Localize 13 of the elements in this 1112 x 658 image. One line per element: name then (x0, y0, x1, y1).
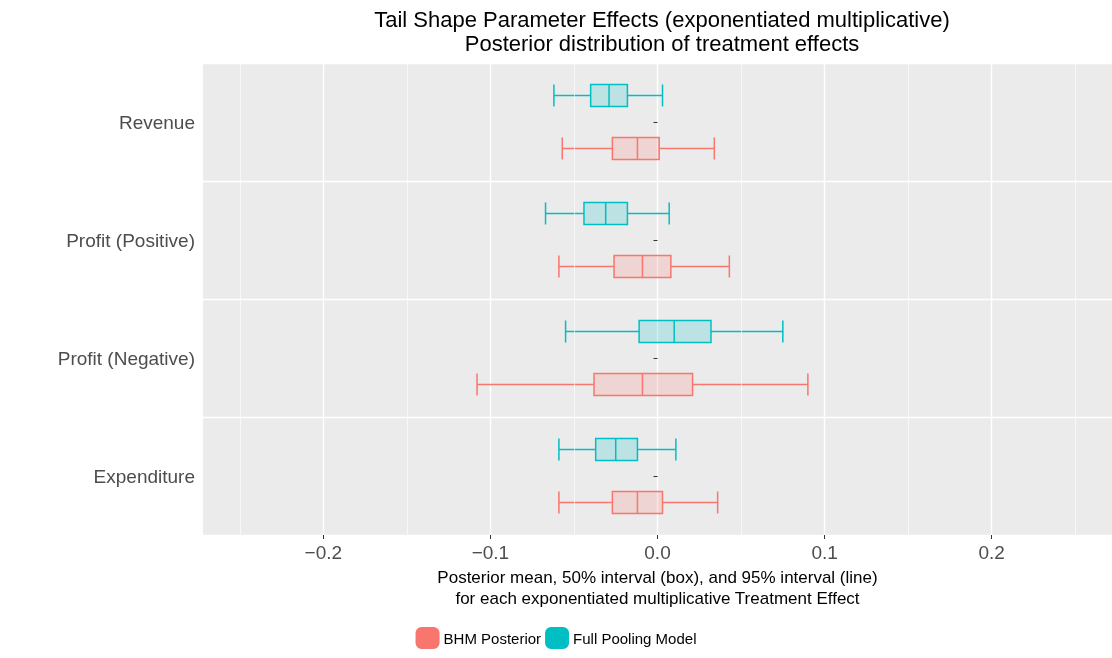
y-tick-label: Profit (Negative) (57, 347, 195, 369)
x-tick-label: 0.0 (644, 542, 671, 563)
y-tick-label: Expenditure (93, 465, 195, 487)
legend-label: BHM Posterior (443, 629, 542, 647)
x-tick-label: 0.2 (978, 542, 1005, 563)
y-tick-label: Profit (Positive) (66, 229, 195, 251)
x-tick-label: 0.1 (811, 542, 838, 563)
x-tick-label: −0.1 (471, 542, 510, 563)
y-tick-label: Revenue (118, 111, 195, 133)
x-tick-label: −0.2 (304, 542, 343, 563)
chart-title: Tail Shape Parameter Effects (exponentiated multiplicative) (374, 6, 950, 32)
legend-label: Full Pooling Model (573, 629, 697, 647)
x-axis-title: Posterior mean, 50% interval (box), and 95% interval (line) for each exponentiated multiplicative Treatment Effect (437, 568, 878, 608)
